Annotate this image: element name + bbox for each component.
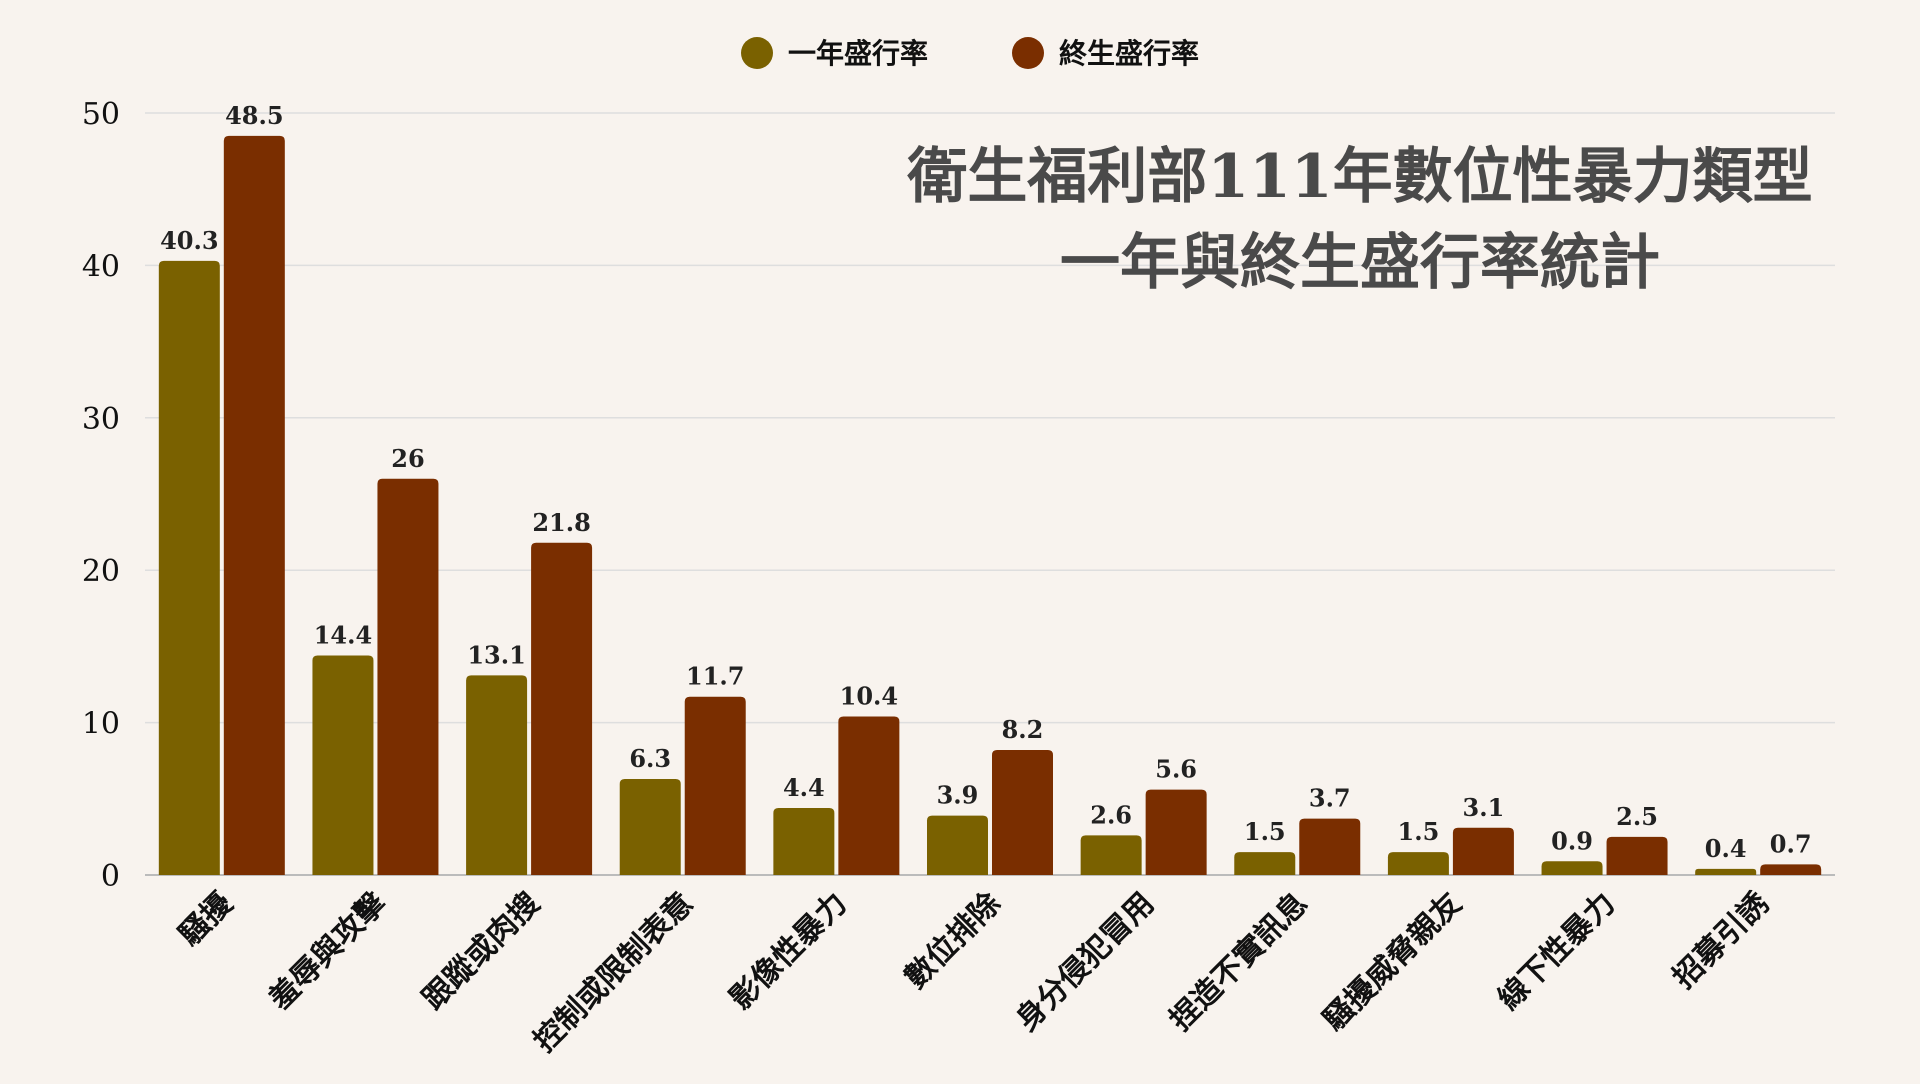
bar-series-2 xyxy=(1299,818,1361,875)
data-label: 1.5 xyxy=(1398,817,1440,846)
bar-series-1 xyxy=(312,655,374,875)
bar-series-2 xyxy=(838,716,900,875)
x-tick-label: 騷擾 xyxy=(172,885,240,953)
bar-series-2 xyxy=(1145,789,1207,875)
data-label: 26 xyxy=(391,444,424,473)
data-label: 3.9 xyxy=(937,781,979,810)
x-tick-label: 跟蹤或肉搜 xyxy=(416,886,547,1017)
data-label: 40.3 xyxy=(160,226,218,255)
y-axis-ticks: 0 10 20 30 40 50 xyxy=(82,97,120,894)
legend-swatch xyxy=(1012,37,1044,69)
data-label: 2.6 xyxy=(1090,800,1132,829)
data-label: 11.7 xyxy=(686,662,744,691)
bar-series-2 xyxy=(1452,827,1514,875)
data-label: 8.2 xyxy=(1002,715,1044,744)
bar-series-2 xyxy=(377,478,439,875)
data-label: 13.1 xyxy=(467,640,525,669)
bar-series-1 xyxy=(466,675,528,875)
bar-series-2 xyxy=(684,696,746,875)
data-label: 48.5 xyxy=(225,101,283,130)
chart-title: 衛生福利部111年數位性暴力類型 一年與終生盛行率統計 xyxy=(906,142,1812,298)
bar-series-1 xyxy=(927,815,988,875)
chart-title-line-1: 衛生福利部111年數位性暴力類型 xyxy=(906,142,1812,212)
data-label: 3.1 xyxy=(1463,793,1505,822)
data-label: 2.5 xyxy=(1616,802,1658,831)
data-label: 3.7 xyxy=(1309,784,1351,813)
x-tick-label: 數位排除 xyxy=(898,885,1008,995)
y-tick-label: 30 xyxy=(82,402,120,437)
bar-series-1 xyxy=(1387,852,1449,875)
y-tick-label: 50 xyxy=(82,97,120,132)
bar-series-2 xyxy=(1606,836,1668,875)
data-label: 6.3 xyxy=(629,744,671,773)
x-tick-label: 捏造不實訊息 xyxy=(1163,886,1315,1038)
x-tick-label: 影像性暴力 xyxy=(723,886,854,1017)
y-tick-label: 10 xyxy=(82,707,120,742)
y-tick-label: 0 xyxy=(101,859,120,894)
bar-series-1 xyxy=(1695,868,1757,875)
bar-series-2 xyxy=(223,135,285,876)
x-tick-label: 羞辱與攻擊 xyxy=(262,885,394,1017)
x-tick-label: 控制或限制表意 xyxy=(527,886,700,1059)
data-label: 21.8 xyxy=(532,508,590,537)
bar-series-1 xyxy=(1080,835,1142,875)
bar-series-1 xyxy=(1234,852,1296,875)
x-tick-label: 招募引誘 xyxy=(1666,885,1776,995)
bar-series-2 xyxy=(531,542,593,875)
data-label: 10.4 xyxy=(840,682,898,711)
data-label: 14.4 xyxy=(314,621,372,650)
x-tick-label: 騷擾威脅親友 xyxy=(1317,886,1469,1038)
x-tick-label: 身分侵犯冒用 xyxy=(1009,886,1161,1038)
data-label: 0.9 xyxy=(1551,826,1593,855)
data-label: 5.6 xyxy=(1155,755,1197,784)
bar-series-1 xyxy=(619,778,681,875)
bar-series-1 xyxy=(1541,861,1603,875)
y-tick-label: 20 xyxy=(82,554,120,589)
bars xyxy=(158,135,1822,876)
y-tick-label: 40 xyxy=(82,249,120,284)
legend-label: 一年盛行率 xyxy=(788,37,928,70)
legend-label: 終生盛行率 xyxy=(1059,37,1199,70)
data-label: 0.7 xyxy=(1770,829,1812,858)
data-label: 0.4 xyxy=(1705,834,1747,863)
data-label: 1.5 xyxy=(1244,817,1286,846)
bar-series-2 xyxy=(992,750,1053,875)
bar-series-1 xyxy=(773,807,835,875)
data-labels: 40.3 48.5 14.4 26 13.1 21.8 6.3 11.7 4.4 10.4 3.9 8… xyxy=(160,101,1811,863)
data-label: 4.4 xyxy=(783,773,825,802)
legend-swatch xyxy=(741,37,773,69)
x-tick-label: 線下性暴力 xyxy=(1491,886,1622,1017)
chart-title-line-2: 一年與終生盛行率統計 xyxy=(1060,228,1660,298)
bar-series-1 xyxy=(158,260,220,875)
bar-series-2 xyxy=(1760,864,1822,875)
legend: 一年盛行率 終生盛行率 xyxy=(741,37,1199,70)
